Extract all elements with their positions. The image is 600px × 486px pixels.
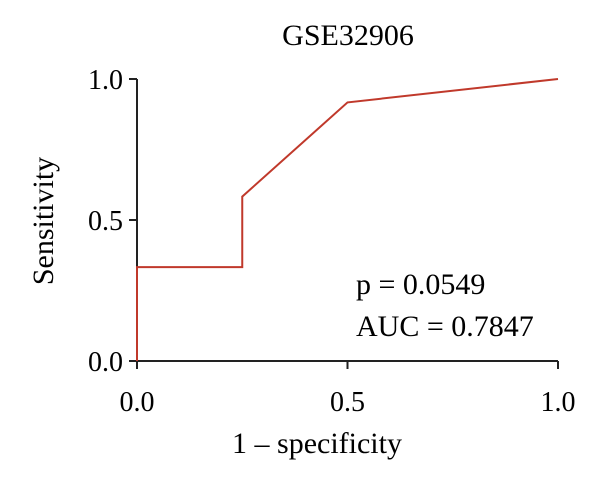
y-tick-label: 0.0	[88, 347, 123, 378]
series-layer	[136, 78, 559, 361]
x-axis-label: 1 – specificity	[232, 427, 402, 460]
y-axis-label: Sensitivity	[27, 157, 60, 285]
y-tick-label: 1.0	[88, 65, 123, 96]
x-tick-label: 0.0	[120, 387, 155, 418]
roc-curve-line	[136, 78, 559, 361]
axis-ticks: 0.0 0.5 1.0 0.0 0.5 1.0	[88, 65, 576, 418]
y-tick-label: 0.5	[88, 206, 123, 237]
chart-title: GSE32906	[282, 19, 414, 52]
p-value-annotation: p = 0.0549	[356, 268, 485, 301]
x-tick-label: 0.5	[330, 387, 365, 418]
x-tick-label: 1.0	[541, 387, 576, 418]
auc-annotation: AUC = 0.7847	[356, 310, 534, 343]
